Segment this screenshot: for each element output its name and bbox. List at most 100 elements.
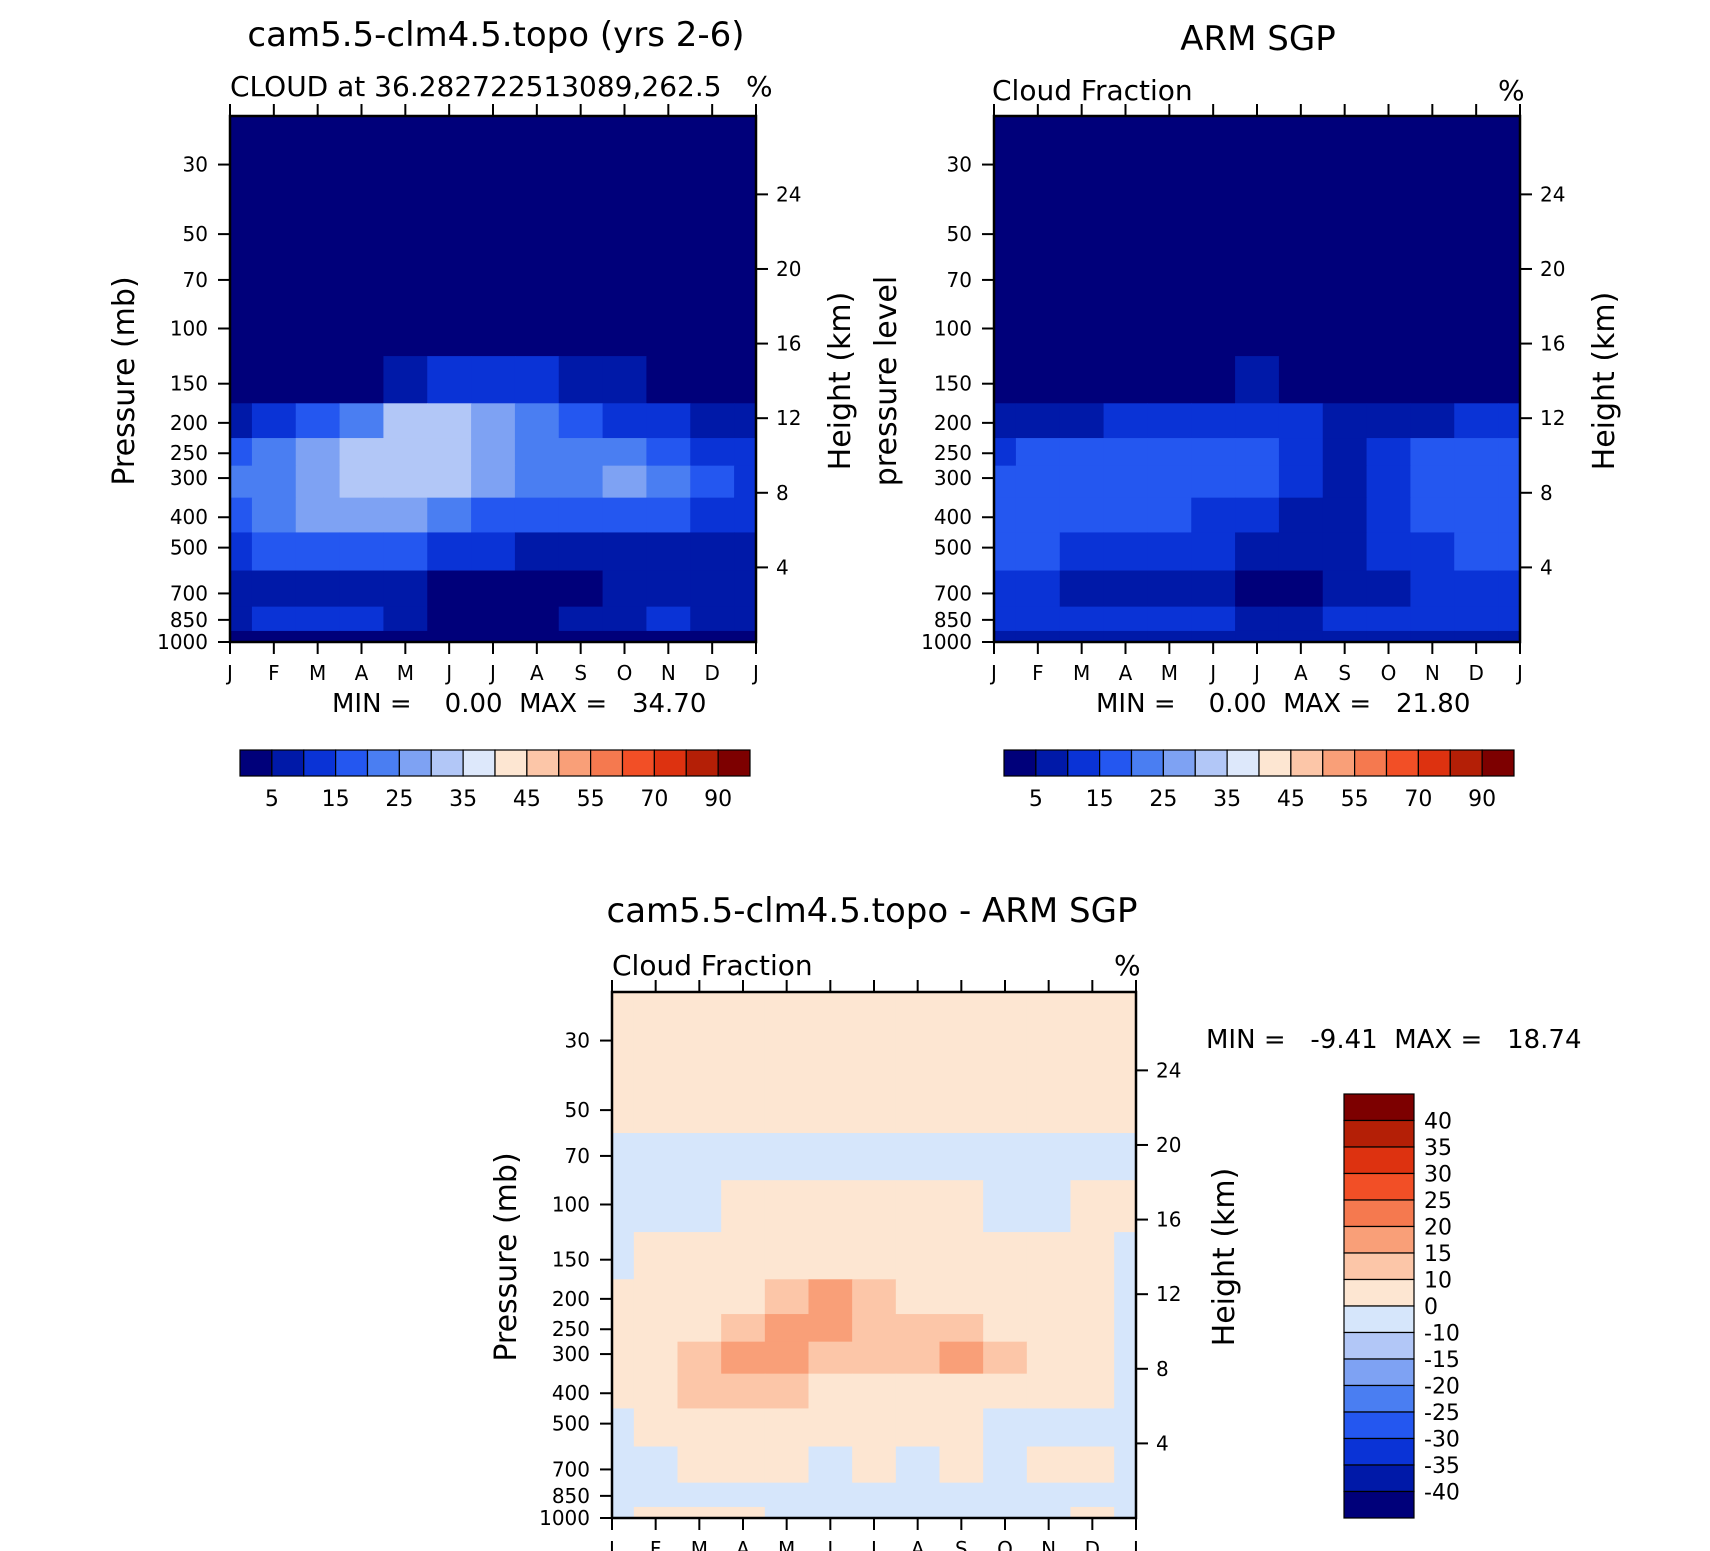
y-tick-label: 50 (183, 222, 208, 246)
y-tick-label: 70 (565, 1144, 590, 1168)
colorbar-label: 25 (1149, 787, 1177, 812)
heatmap-cell (852, 1133, 897, 1181)
heatmap-cell (339, 532, 384, 572)
colorbar-swatch (1343, 1358, 1415, 1387)
heatmap-cell (339, 570, 384, 608)
colorbar-swatch (1343, 1199, 1415, 1228)
colorbar-label: 70 (640, 787, 668, 812)
heatmap-cell (633, 1482, 678, 1508)
y-tick-label: 300 (170, 466, 208, 490)
heatmap-cell (1366, 116, 1411, 200)
colorbar-swatch (303, 749, 337, 777)
heatmap-cell (1322, 257, 1368, 305)
heatmap-cell (852, 1180, 897, 1233)
heatmap-cell (734, 606, 757, 632)
heatmap-cell (1059, 403, 1105, 439)
heatmap-cell (764, 1506, 809, 1519)
heatmap-cell (764, 1341, 809, 1375)
height-tick-label: 24 (776, 182, 801, 206)
heatmap-cell (514, 257, 560, 305)
heatmap-cell (558, 497, 604, 533)
heatmap-cell (808, 992, 853, 1076)
y-tick-label: 1000 (921, 630, 972, 654)
heatmap-cell (646, 532, 691, 572)
heatmap-cell (1322, 497, 1368, 533)
colorbar-label: 90 (704, 787, 732, 812)
heatmap-cell (230, 570, 253, 608)
heatmap-cell (514, 116, 560, 200)
panel3-unit: % (1114, 949, 1141, 982)
heatmap-cell (721, 1482, 766, 1508)
heatmap-cell (1015, 438, 1061, 467)
colorbar-swatch (653, 749, 687, 777)
heatmap-cell (1147, 438, 1192, 467)
heatmap-cell (1454, 356, 1499, 404)
colorbar-swatch (1343, 1490, 1415, 1519)
heatmap-cell (383, 570, 428, 608)
heatmap-cell (1410, 438, 1455, 467)
colorbar-swatch (1130, 749, 1164, 777)
heatmap-cell (994, 356, 1017, 404)
heatmap-cell (939, 1506, 984, 1519)
heatmap-cell (339, 606, 384, 632)
heatmap-cell (994, 304, 1017, 357)
heatmap-cell (764, 1075, 809, 1134)
heatmap-cell (1114, 1133, 1137, 1181)
heatmap-cell (383, 532, 428, 572)
x-tick-label: O (997, 1537, 1013, 1551)
heatmap-cell (1026, 1408, 1071, 1448)
heatmap-cell (1235, 304, 1280, 357)
heatmap-cell (339, 497, 384, 533)
heatmap-cell (251, 199, 297, 258)
heatmap-cell (734, 630, 757, 643)
colorbar-label: -15 (1424, 1348, 1460, 1373)
heatmap-cell (677, 1373, 722, 1409)
heatmap-cell (1366, 630, 1411, 643)
heatmap-cell (994, 257, 1017, 305)
heatmap-cell (1278, 606, 1324, 632)
heatmap-cell (514, 606, 560, 632)
heatmap-cell (764, 1279, 809, 1315)
heatmap-cell (1059, 606, 1105, 632)
colorbar-swatch (366, 749, 400, 777)
heatmap-cell (1191, 403, 1236, 439)
heatmap-cell (852, 1373, 897, 1409)
heatmap-cell (734, 497, 757, 533)
heatmap-cell (1059, 304, 1105, 357)
heatmap-cell (646, 116, 691, 200)
heatmap-cell (633, 1408, 678, 1448)
heatmap-cell (471, 403, 516, 439)
heatmap-cell (339, 438, 384, 467)
heatmap-cell (1410, 630, 1455, 643)
heatmap-cell (339, 304, 384, 357)
heatmap-cell (764, 1232, 809, 1280)
heatmap-cell (1322, 570, 1368, 608)
y-tick-label: 400 (934, 505, 972, 529)
x-tick-label: J (488, 661, 496, 685)
heatmap-cell (1070, 1314, 1115, 1343)
heatmap-cell (1070, 1506, 1115, 1519)
heatmap-cell (612, 1506, 635, 1519)
colorbar-label: 55 (1341, 787, 1369, 812)
heatmap-cell (1322, 356, 1368, 404)
heatmap-cell (1103, 606, 1148, 632)
heatmap-cell (427, 304, 472, 357)
heatmap-cell (1235, 465, 1280, 499)
panel1-title: cam5.5-clm4.5.topo (yrs 2-6) (247, 15, 744, 55)
heatmap-cell (1366, 403, 1411, 439)
heatmap-cell (471, 532, 516, 572)
heatmap-cell (1410, 199, 1455, 258)
heatmap-cell (1366, 570, 1411, 608)
heatmap-cell (1015, 497, 1061, 533)
y-tick-label: 50 (565, 1098, 590, 1122)
heatmap-cell (514, 438, 560, 467)
y-tick-label: 700 (552, 1457, 590, 1481)
heatmap-cell (1059, 438, 1105, 467)
heatmap-cell (808, 1506, 853, 1519)
heatmap-cell (1114, 1482, 1137, 1508)
colorbar-label: 45 (1277, 787, 1305, 812)
heatmap-cell (295, 199, 341, 258)
heatmap-cell (1322, 304, 1368, 357)
y-tick-label: 100 (934, 316, 972, 340)
heatmap-cell (1454, 199, 1499, 258)
